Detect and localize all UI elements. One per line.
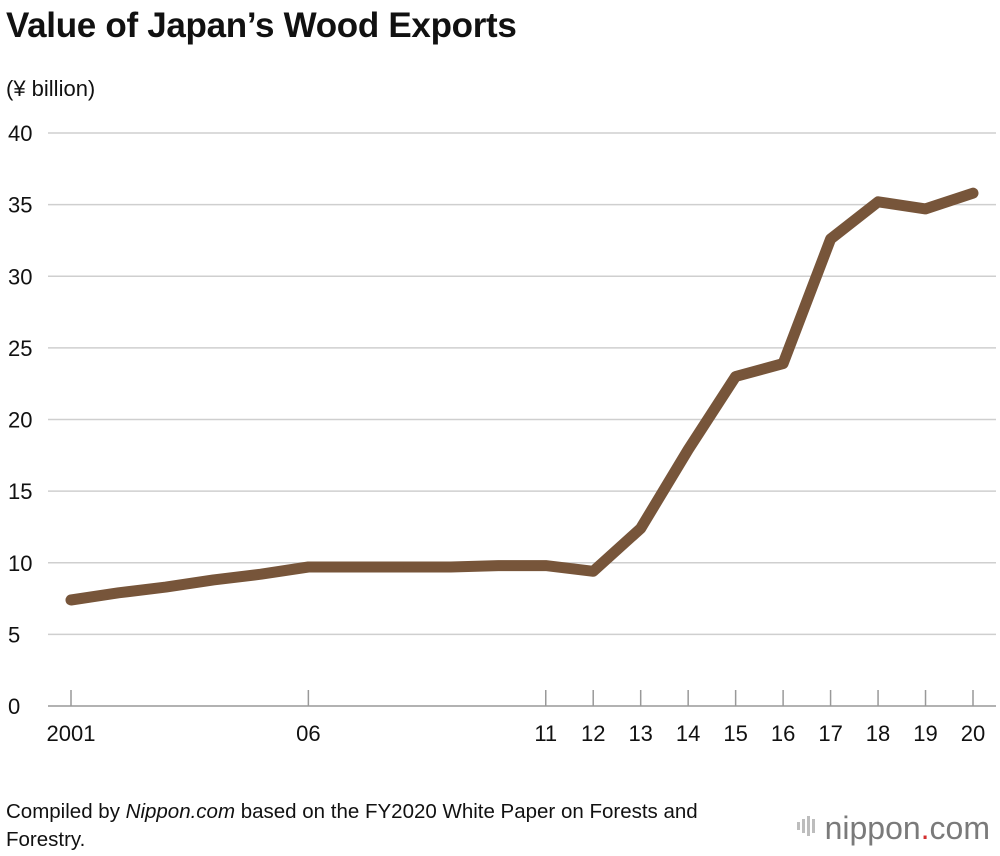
- y-tick-label: 35: [8, 193, 32, 218]
- x-tick-label: 18: [866, 721, 890, 746]
- logo-bars-icon: [796, 810, 819, 847]
- x-tick-label: 15: [723, 721, 747, 746]
- y-axis-unit-label: (¥ billion): [6, 76, 96, 101]
- logo-text-right: com: [929, 810, 990, 846]
- x-tick-label: 20: [961, 721, 985, 746]
- source-suffix: based on the FY2020 White Paper on Fores…: [6, 800, 698, 851]
- data-point: [925, 208, 927, 210]
- data-point: [972, 192, 974, 194]
- logo-text-left: nippon: [824, 810, 921, 846]
- y-tick-label: 15: [8, 479, 32, 504]
- line-chart: 0 5 10 15 20 25 30 35 40 2001 06 11 12 13 14 15 16 17 18 1…: [8, 121, 996, 746]
- data-point: [497, 565, 499, 567]
- y-tick-label: 30: [8, 264, 32, 289]
- y-tick-label: 0: [8, 694, 20, 719]
- data-point: [687, 449, 689, 451]
- x-tick-label: 14: [676, 721, 700, 746]
- y-tick-label: 25: [8, 336, 32, 361]
- data-point: [640, 527, 642, 529]
- data-point: [307, 566, 309, 568]
- x-tick-label: 17: [818, 721, 842, 746]
- y-tick-label: 40: [8, 121, 32, 146]
- data-point: [212, 579, 214, 581]
- data-point: [402, 566, 404, 568]
- data-point: [592, 570, 594, 572]
- y-tick-label: 10: [8, 551, 32, 576]
- logo-dot: .: [920, 810, 930, 846]
- data-point: [450, 566, 452, 568]
- data-point: [70, 599, 72, 601]
- data-point: [117, 592, 119, 594]
- x-tick-label: 19: [913, 721, 937, 746]
- x-tick-label: 2001: [47, 721, 96, 746]
- series-line: [65, 187, 979, 606]
- data-point: [782, 363, 784, 365]
- x-tick-label: 11: [534, 721, 557, 746]
- y-tick-labels: 0 5 10 15 20 25 30 35 40: [8, 121, 32, 719]
- source-site: Nippon.com: [125, 800, 236, 823]
- x-axis: 2001 06 11 12 13 14 15 16 17 18 19 20: [47, 690, 996, 746]
- data-point: [260, 573, 262, 575]
- nippon-logo: nippon. com: [796, 810, 990, 847]
- source-note: Compiled by Nippon.com based on the FY20…: [6, 798, 766, 854]
- y-tick-label: 5: [8, 622, 20, 647]
- y-tick-label: 20: [8, 408, 32, 433]
- data-point: [830, 238, 832, 240]
- grid-lines: [48, 132, 996, 636]
- data-point: [735, 376, 737, 378]
- data-point: [355, 566, 357, 568]
- data-point: [165, 586, 167, 588]
- x-tick-label: 13: [628, 721, 652, 746]
- x-tick-label: 06: [296, 721, 320, 746]
- data-point: [877, 201, 879, 203]
- source-prefix: Compiled by: [6, 800, 126, 823]
- series-layer: [65, 187, 979, 606]
- data-point: [545, 565, 547, 567]
- chart-title: Value of Japan’s Wood Exports: [6, 6, 517, 45]
- x-tick-label: 12: [581, 721, 605, 746]
- x-tick-label: 16: [771, 721, 795, 746]
